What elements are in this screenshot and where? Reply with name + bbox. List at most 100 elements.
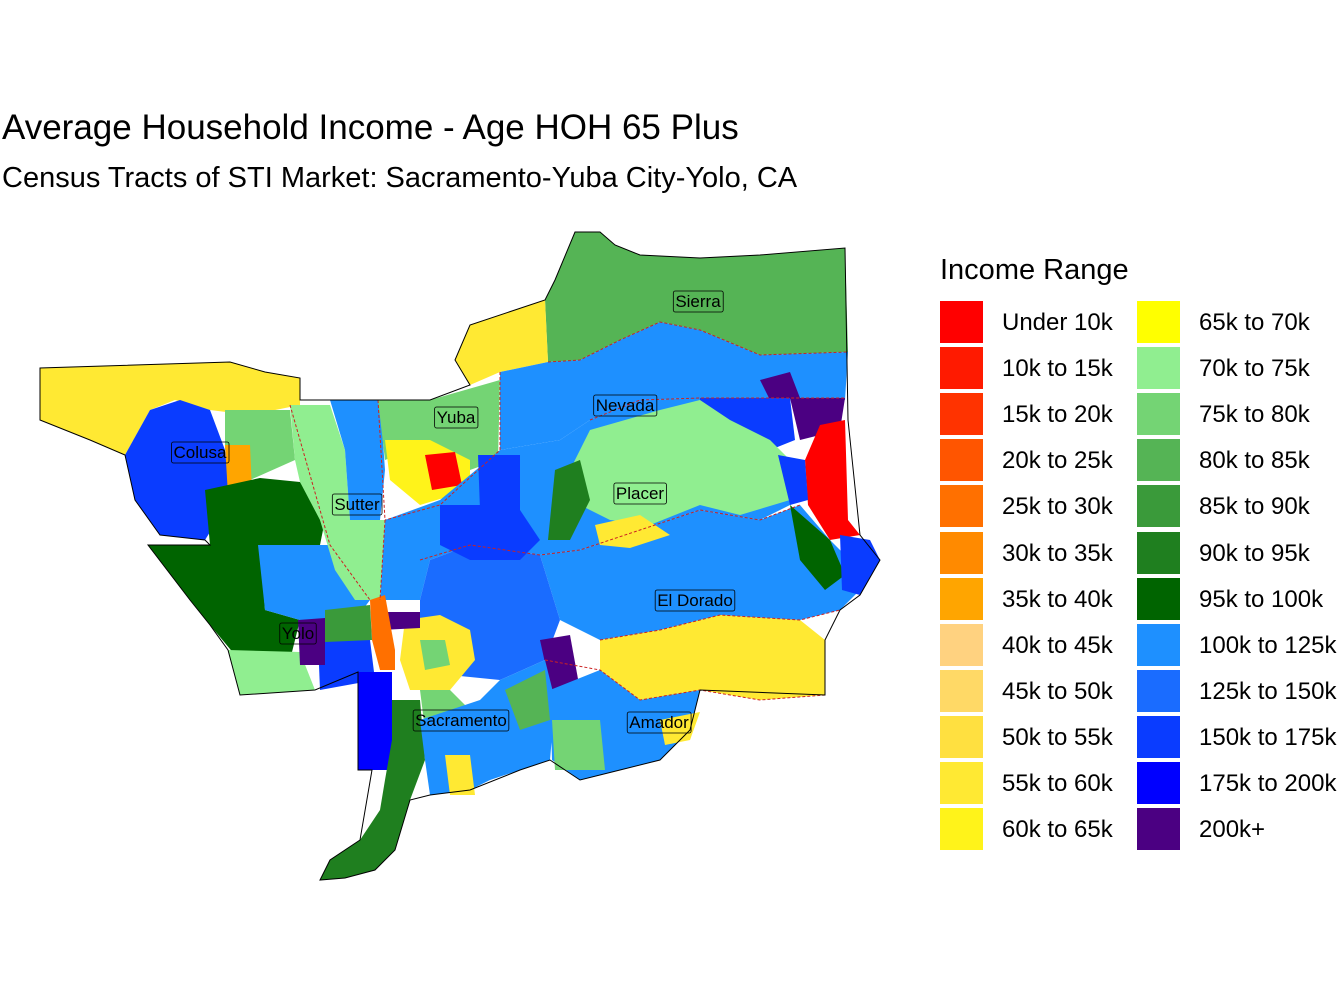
legend-label: 60k to 65k <box>1002 816 1113 844</box>
legend-item: 90k to 95k <box>1137 531 1342 574</box>
county-label-el-dorado: El Dorado <box>654 589 736 612</box>
region-east-blue <box>778 455 808 505</box>
choropleth-map: Sierra Nevada Yuba Colusa Placer Sutter El Dor… <box>39 231 881 881</box>
county-label-text: Sutter <box>334 495 380 514</box>
legend-item: 75k to 80k <box>1137 393 1342 436</box>
region-sac-southwest <box>358 672 392 770</box>
legend-label: 50k to 55k <box>1002 723 1113 751</box>
county-label-box <box>672 290 724 313</box>
legend-swatch <box>940 301 983 343</box>
region-sac-south-yellow <box>445 755 475 795</box>
region-yolo-east-green <box>325 605 372 642</box>
region-central-green <box>420 640 450 670</box>
legend-swatch <box>940 669 983 712</box>
legend-swatch <box>1137 577 1180 620</box>
legend-label: 65k to 70k <box>1199 309 1310 336</box>
legend-item: 125k to 150k <box>1137 669 1342 712</box>
legend-label: 45k to 50k <box>1002 677 1113 705</box>
legend-swatch <box>940 393 983 436</box>
legend-label: 100k to 125k <box>1199 631 1337 659</box>
region-yuba-north <box>455 300 548 385</box>
legend-label: 175k to 200k <box>1199 770 1337 797</box>
legend-label: 70k to 75k <box>1199 355 1310 383</box>
legend-swatch <box>1137 393 1180 436</box>
legend-title: Income Range <box>940 254 1129 286</box>
region-colusa-north <box>40 362 300 455</box>
region-amador-green <box>552 720 605 770</box>
county-label-text: Yuba <box>437 408 476 427</box>
county-label-yuba: Yuba <box>434 406 479 429</box>
region-colusa <box>125 400 230 540</box>
region-sutter-west <box>290 405 350 545</box>
legend-label: 125k to 150k <box>1199 677 1337 705</box>
legend-label: 75k to 80k <box>1199 401 1310 429</box>
legend-swatch <box>1137 762 1180 804</box>
region-el-dorado-east-blue <box>840 535 880 595</box>
legend-item: 20k to 25k <box>940 439 1145 482</box>
market-outline <box>39 231 881 881</box>
legend-item: 95k to 100k <box>1137 577 1342 620</box>
region-nevada <box>500 322 848 450</box>
region-placer-green <box>565 400 790 525</box>
legend-swatch <box>1137 301 1180 343</box>
legend-label: 80k to 85k <box>1199 447 1310 475</box>
legend-item: 30k to 35k <box>940 531 1145 574</box>
legend-swatch <box>940 577 983 620</box>
county-label-placer: Placer <box>613 482 667 505</box>
legend-label: 20k to 25k <box>1002 447 1113 475</box>
county-label-box <box>331 493 383 516</box>
legend-label: Under 10k <box>1002 309 1113 336</box>
legend-label: 15k to 20k <box>1002 401 1113 429</box>
map-subtitle: Census Tracts of STI Market: Sacramento-… <box>2 162 798 194</box>
legend-swatch <box>1137 347 1180 390</box>
legend-label: 55k to 60k <box>1002 770 1113 797</box>
legend-swatch <box>940 485 983 528</box>
legend-item: Under 10k <box>940 301 1145 343</box>
legend-label: 10k to 15k <box>1002 355 1113 383</box>
county-label-box <box>654 589 736 612</box>
legend-swatch <box>940 808 983 851</box>
region-yolo-purple <box>298 618 325 665</box>
region-yuba-red <box>425 452 462 490</box>
legend-item: 65k to 70k <box>1137 301 1342 343</box>
legend-swatch <box>940 531 983 574</box>
legend-swatch <box>1137 808 1180 851</box>
legend-item: 60k to 65k <box>940 808 1145 851</box>
legend-swatch <box>940 347 983 390</box>
legend-item: 45k to 50k <box>940 669 1145 712</box>
legend-swatch <box>1137 439 1180 482</box>
county-label-box <box>593 394 658 417</box>
region-nevada-purple <box>760 372 800 400</box>
county-label-box <box>279 622 317 645</box>
region-east-red <box>805 420 860 540</box>
map-title: Average Household Income - Age HOH 65 Pl… <box>2 108 739 147</box>
region-placer-deep-blue <box>478 455 520 510</box>
legend-item: 150k to 175k <box>1137 715 1342 758</box>
region-yolo-south <box>228 650 315 695</box>
county-label-sutter: Sutter <box>331 493 383 516</box>
county-label-box <box>412 709 510 732</box>
legend-swatch <box>1137 623 1180 666</box>
county-label-box <box>626 711 692 734</box>
legend-item: 80k to 85k <box>1137 439 1342 482</box>
county-label-nevada: Nevada <box>593 394 658 417</box>
county-labels: Sierra Nevada Yuba Colusa Placer Sutter El Dor… <box>171 290 736 734</box>
county-label-sierra: Sierra <box>672 290 724 313</box>
county-label-text: El Dorado <box>657 591 733 610</box>
legend-swatch <box>940 439 983 482</box>
region-el-dorado-yellow-north <box>595 515 670 548</box>
county-label-text: Nevada <box>596 396 655 415</box>
county-label-text: Yolo <box>282 624 314 643</box>
legend-label: 40k to 45k <box>1002 631 1113 659</box>
legend-item: 10k to 15k <box>940 347 1145 390</box>
county-label-text: Amador <box>629 713 689 732</box>
legend-item: 70k to 75k <box>1137 347 1342 390</box>
legend-swatch <box>1137 485 1180 528</box>
county-label-amador: Amador <box>626 711 692 734</box>
county-label-box <box>434 406 479 429</box>
county-label-yolo: Yolo <box>279 622 317 645</box>
legend-item: 25k to 30k <box>940 485 1145 528</box>
region-sac-green-wedge <box>505 670 550 730</box>
region-sierra <box>545 232 848 362</box>
region-el-dorado-yellow <box>600 615 825 700</box>
